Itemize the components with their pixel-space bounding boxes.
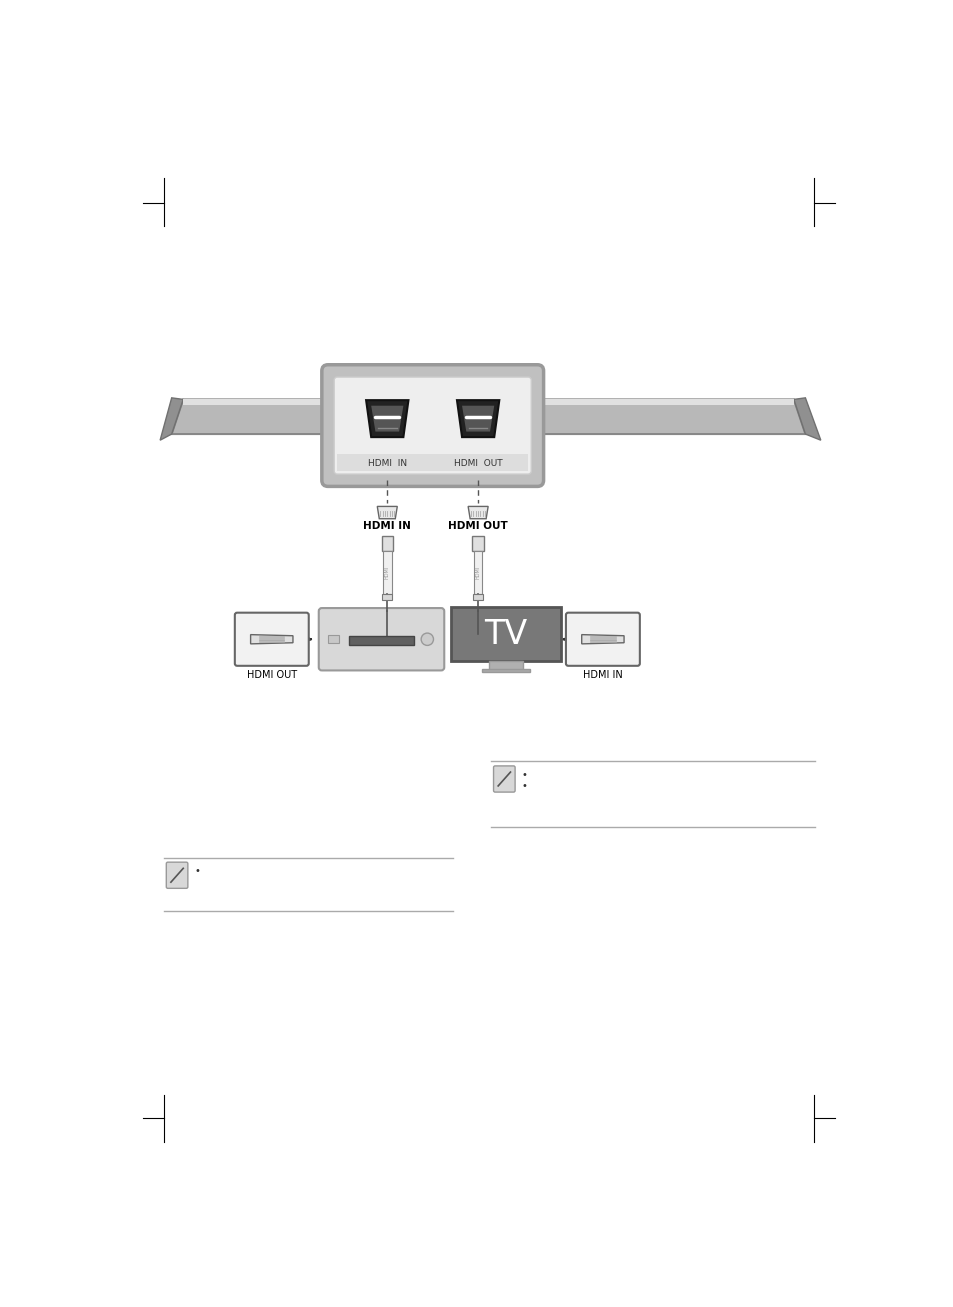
Bar [474,552,482,595]
FancyBboxPatch shape [321,365,543,486]
Text: HDMI  OUT: HDMI OUT [454,459,502,468]
Bar [383,552,391,595]
Text: •: • [520,780,527,791]
Circle shape [420,633,433,646]
Bar [473,595,482,600]
Polygon shape [793,397,820,440]
Bar [382,595,392,600]
Polygon shape [472,536,483,552]
Polygon shape [183,400,793,405]
Bar [328,635,338,643]
Text: HDMI: HDMI [384,566,390,579]
Polygon shape [366,400,408,437]
Bar [349,637,414,646]
Text: •: • [193,867,200,877]
FancyBboxPatch shape [318,608,444,670]
FancyBboxPatch shape [234,613,309,665]
Bar [488,661,522,670]
Polygon shape [381,536,393,552]
Polygon shape [371,405,403,431]
Text: HDMI OUT: HDMI OUT [247,670,296,680]
Text: •: • [520,770,527,780]
Polygon shape [251,635,293,644]
Text: TV: TV [484,618,527,651]
Polygon shape [376,506,396,519]
Polygon shape [581,635,623,644]
Text: HDMI  IN: HDMI IN [367,459,406,468]
Polygon shape [160,397,183,440]
FancyBboxPatch shape [334,376,531,474]
Bar [336,454,528,471]
FancyBboxPatch shape [493,766,515,792]
FancyBboxPatch shape [565,613,639,665]
Text: HDMI IN: HDMI IN [363,521,411,532]
Text: HDMI: HDMI [476,566,480,579]
Text: HDMI OUT: HDMI OUT [448,521,508,532]
Text: HDMI IN: HDMI IN [582,670,622,680]
FancyBboxPatch shape [451,608,560,661]
Bar [481,669,530,672]
Polygon shape [456,400,498,437]
FancyBboxPatch shape [166,863,188,889]
Polygon shape [461,405,494,431]
Polygon shape [172,400,804,434]
Polygon shape [468,506,488,519]
